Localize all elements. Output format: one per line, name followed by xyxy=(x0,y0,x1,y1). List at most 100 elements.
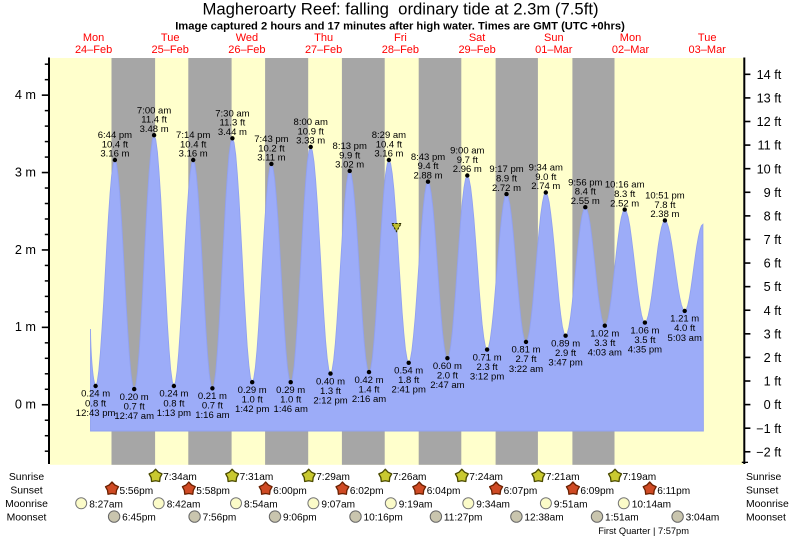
svg-text:9.0 ft: 9.0 ft xyxy=(535,172,556,183)
svg-text:9.7 ft: 9.7 ft xyxy=(457,155,478,166)
svg-text:25–Feb: 25–Feb xyxy=(152,44,189,56)
svg-text:8.3 ft: 8.3 ft xyxy=(614,189,635,200)
svg-text:Sunrise: Sunrise xyxy=(9,472,44,483)
svg-text:0 ft: 0 ft xyxy=(764,398,782,412)
svg-text:24–Feb: 24–Feb xyxy=(75,44,112,56)
svg-text:3.33 m: 3.33 m xyxy=(296,136,325,147)
svg-text:8:43 pm: 8:43 pm xyxy=(411,152,445,163)
svg-text:10:51 pm: 10:51 pm xyxy=(645,191,685,202)
svg-text:Mon: Mon xyxy=(83,32,104,44)
svg-text:0.40 m: 0.40 m xyxy=(316,376,345,387)
svg-text:1.0 ft: 1.0 ft xyxy=(242,395,263,406)
svg-text:12:47 am: 12:47 am xyxy=(114,411,154,422)
svg-text:8:13 pm: 8:13 pm xyxy=(333,141,367,152)
svg-text:4:35 pm: 4:35 pm xyxy=(628,345,662,356)
svg-text:Sunrise: Sunrise xyxy=(746,472,781,483)
svg-text:1.0 ft: 1.0 ft xyxy=(280,395,301,406)
svg-text:02–Mar: 02–Mar xyxy=(612,44,650,56)
svg-text:6:04pm: 6:04pm xyxy=(427,486,461,497)
svg-text:Wed: Wed xyxy=(236,32,258,44)
svg-text:2.38 m: 2.38 m xyxy=(650,209,679,220)
svg-text:10:14am: 10:14am xyxy=(632,499,671,510)
svg-text:Moonrise: Moonrise xyxy=(5,499,48,510)
svg-text:1.4 ft: 1.4 ft xyxy=(358,384,379,395)
svg-text:Sunset: Sunset xyxy=(10,486,42,497)
svg-text:Magheroarty Reef: falling ord: Magheroarty Reef: falling ordinary tide … xyxy=(202,0,598,19)
svg-text:2 ft: 2 ft xyxy=(764,351,782,365)
svg-text:1:46 am: 1:46 am xyxy=(274,404,308,415)
svg-text:Thu: Thu xyxy=(314,32,333,44)
svg-text:0.89 m: 0.89 m xyxy=(551,338,580,349)
svg-text:11.3 ft: 11.3 ft xyxy=(220,118,246,129)
svg-text:3 m: 3 m xyxy=(15,165,36,179)
svg-text:0.60 m: 0.60 m xyxy=(433,361,462,372)
svg-text:26–Feb: 26–Feb xyxy=(228,44,265,56)
svg-text:3.3 ft: 3.3 ft xyxy=(594,338,615,349)
svg-text:7:34am: 7:34am xyxy=(163,472,197,483)
svg-text:5 ft: 5 ft xyxy=(764,280,782,294)
svg-text:0.81 m: 0.81 m xyxy=(511,345,540,356)
svg-text:Sat: Sat xyxy=(469,32,486,44)
svg-text:3:12 pm: 3:12 pm xyxy=(470,372,504,383)
svg-text:10.2 ft: 10.2 ft xyxy=(258,143,285,154)
svg-text:8:54am: 8:54am xyxy=(244,499,278,510)
svg-text:3.44 m: 3.44 m xyxy=(218,127,247,138)
svg-text:Mon: Mon xyxy=(620,32,641,44)
svg-text:9.4 ft: 9.4 ft xyxy=(417,161,438,172)
svg-text:7:26am: 7:26am xyxy=(393,472,427,483)
svg-text:28–Feb: 28–Feb xyxy=(382,44,419,56)
svg-text:Fri: Fri xyxy=(394,32,407,44)
svg-text:Sunset: Sunset xyxy=(746,486,778,497)
svg-text:0.7 ft: 0.7 ft xyxy=(202,401,223,412)
svg-text:9:00 am: 9:00 am xyxy=(450,146,484,157)
svg-text:9:34 am: 9:34 am xyxy=(529,163,563,174)
svg-text:1:16 am: 1:16 am xyxy=(195,410,229,421)
svg-text:14 ft: 14 ft xyxy=(757,68,782,82)
svg-text:1 ft: 1 ft xyxy=(764,375,782,389)
svg-text:3.16 m: 3.16 m xyxy=(179,149,208,160)
svg-text:0.24 m: 0.24 m xyxy=(159,389,188,400)
svg-text:−1 ft: −1 ft xyxy=(756,422,782,436)
svg-text:0.29 m: 0.29 m xyxy=(238,385,267,396)
svg-text:7:43 pm: 7:43 pm xyxy=(254,134,288,145)
svg-text:01–Mar: 01–Mar xyxy=(535,44,573,56)
svg-text:First Quarter | 7:57pm: First Quarter | 7:57pm xyxy=(598,526,689,536)
svg-text:6 ft: 6 ft xyxy=(764,257,782,271)
svg-text:9:07am: 9:07am xyxy=(321,499,355,510)
svg-text:0.20 m: 0.20 m xyxy=(120,392,149,403)
svg-text:29–Feb: 29–Feb xyxy=(458,44,495,56)
svg-text:10.9 ft: 10.9 ft xyxy=(297,126,324,137)
svg-text:9 ft: 9 ft xyxy=(764,186,782,200)
svg-text:8:00 am: 8:00 am xyxy=(294,117,328,128)
svg-text:2.55 m: 2.55 m xyxy=(571,196,600,207)
svg-text:1.3 ft: 1.3 ft xyxy=(320,386,341,397)
svg-text:7:00 am: 7:00 am xyxy=(137,105,171,116)
svg-text:8:29 am: 8:29 am xyxy=(372,130,406,141)
svg-text:1.06 m: 1.06 m xyxy=(630,325,659,336)
svg-text:6:00pm: 6:00pm xyxy=(273,486,307,497)
svg-text:0.71 m: 0.71 m xyxy=(473,352,502,363)
svg-text:2.3 ft: 2.3 ft xyxy=(477,362,498,373)
svg-text:Image captured 2 hours and 17: Image captured 2 hours and 17 minutes af… xyxy=(175,21,625,33)
svg-text:1.21 m: 1.21 m xyxy=(670,314,699,325)
svg-text:9:17 pm: 9:17 pm xyxy=(489,164,523,175)
svg-text:1:42 pm: 1:42 pm xyxy=(235,404,269,415)
svg-text:2.7 ft: 2.7 ft xyxy=(515,354,536,365)
svg-text:12 ft: 12 ft xyxy=(757,115,782,129)
svg-text:3.48 m: 3.48 m xyxy=(140,124,169,135)
svg-text:6:09pm: 6:09pm xyxy=(580,486,614,497)
svg-text:2.0 ft: 2.0 ft xyxy=(437,371,458,382)
svg-text:0.42 m: 0.42 m xyxy=(354,375,383,386)
svg-text:6:07pm: 6:07pm xyxy=(504,486,538,497)
svg-text:2 m: 2 m xyxy=(15,243,36,257)
svg-text:6:02pm: 6:02pm xyxy=(350,486,384,497)
svg-text:6:44 pm: 6:44 pm xyxy=(98,130,132,141)
svg-text:3.02 m: 3.02 m xyxy=(335,160,364,171)
svg-text:0.7 ft: 0.7 ft xyxy=(124,401,145,412)
svg-text:2.96 m: 2.96 m xyxy=(453,164,482,175)
svg-text:0.8 ft: 0.8 ft xyxy=(85,398,106,409)
svg-text:3 ft: 3 ft xyxy=(764,327,782,341)
svg-text:6:45pm: 6:45pm xyxy=(122,513,156,524)
svg-text:5:56pm: 5:56pm xyxy=(120,486,154,497)
svg-text:7:21am: 7:21am xyxy=(546,472,580,483)
